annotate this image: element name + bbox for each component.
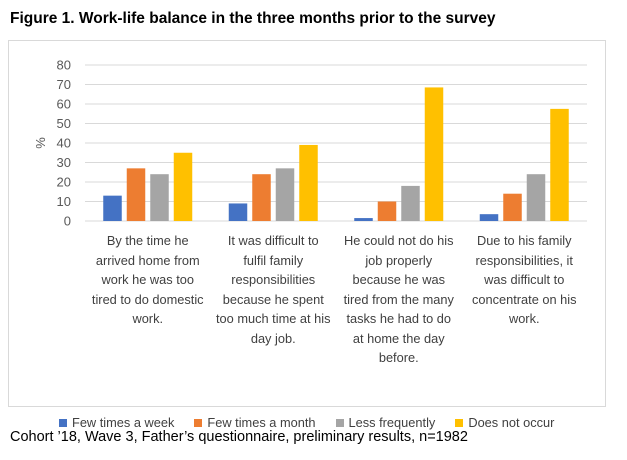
legend-label: Less frequently <box>348 415 436 430</box>
figure-title: Figure 1. Work-life balance in the three… <box>10 10 496 27</box>
legend-item: Few times a week <box>59 415 174 430</box>
legend-item: Few times a month <box>194 415 316 430</box>
y-tick-label: 0 <box>64 214 71 229</box>
y-axis-label: % <box>33 137 48 149</box>
x-category-label: He could not do his job properly because… <box>343 233 454 365</box>
y-tick-label: 70 <box>57 77 71 92</box>
legend-swatch <box>335 418 344 427</box>
bar <box>173 152 193 221</box>
legend-label: Does not occur <box>468 415 555 430</box>
bar <box>479 214 499 221</box>
legend-label: Few times a month <box>207 415 316 430</box>
legend-swatch <box>455 418 464 427</box>
bar <box>550 108 569 221</box>
y-tick-label: 40 <box>57 136 71 151</box>
legend-swatch <box>59 418 67 427</box>
y-tick-label: 20 <box>57 175 71 190</box>
chart-legend: Few times a week Few times a month Less fr… <box>59 415 554 430</box>
legend-item: Less frequently <box>335 415 436 430</box>
chart-frame: 0 10 20 30 40 50 60 70 80% By the time he arrive… <box>8 40 606 430</box>
bar <box>526 174 546 221</box>
x-category-label: By the time he arrived home from work he… <box>91 233 204 326</box>
y-tick-label: 50 <box>57 116 71 131</box>
x-category-label: It was difficult to fulfil family respon… <box>215 233 331 346</box>
bar <box>354 218 373 221</box>
x-category-label: Due to his family responsibilities, it w… <box>471 233 577 326</box>
bar <box>299 144 318 221</box>
bar <box>503 193 522 221</box>
legend-label: Few times a week <box>72 415 175 430</box>
legend-swatch <box>194 418 203 427</box>
bar <box>377 201 397 221</box>
bar <box>126 168 146 221</box>
bar <box>424 87 444 221</box>
bar <box>150 174 169 221</box>
y-tick-label: 30 <box>57 155 71 170</box>
bar-chart: 0 10 20 30 40 50 60 70 80% <box>33 58 587 229</box>
bar <box>228 203 248 221</box>
bar <box>252 174 271 221</box>
y-tick-label: 10 <box>57 194 71 209</box>
y-tick-label: 80 <box>57 58 71 73</box>
y-tick-label: 60 <box>57 97 71 112</box>
bar <box>103 195 122 221</box>
legend-item: Does not occur <box>455 415 554 430</box>
bar <box>275 168 295 221</box>
figure-caption: Cohort ’18, Wave 3, Father’s questionnai… <box>10 429 468 445</box>
bar <box>401 185 420 221</box>
